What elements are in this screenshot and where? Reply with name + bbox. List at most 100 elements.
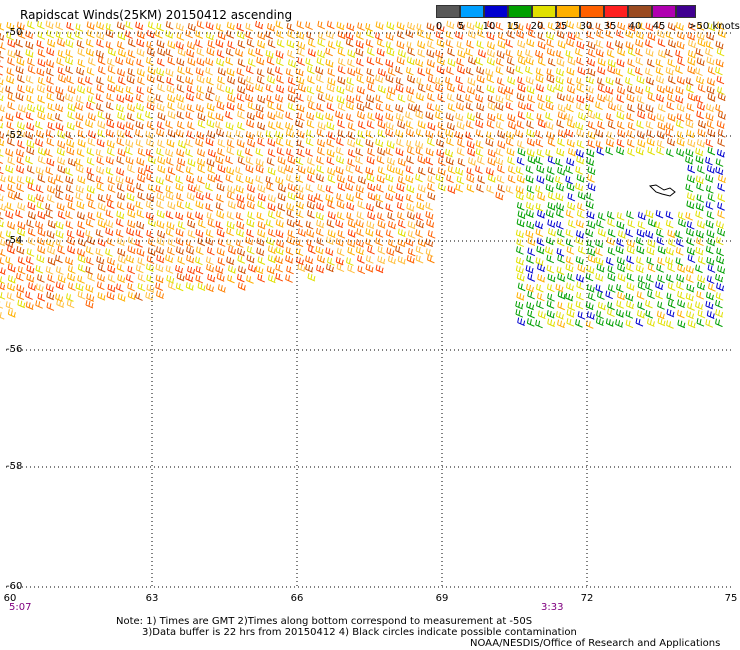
wind-barb xyxy=(46,185,55,194)
wind-barb xyxy=(16,284,25,293)
wind-barb xyxy=(547,293,555,302)
wind-barb xyxy=(37,20,45,30)
wind-barb xyxy=(26,122,35,131)
wind-barb xyxy=(106,139,115,149)
wind-barb xyxy=(596,77,605,86)
wind-barb xyxy=(637,301,645,311)
wind-barb xyxy=(177,157,186,167)
wind-barb xyxy=(36,84,45,94)
wind-barb xyxy=(415,128,424,138)
wind-barb xyxy=(576,22,585,31)
wind-barb xyxy=(546,300,555,309)
wind-barb xyxy=(396,40,405,50)
wind-barb xyxy=(585,93,594,103)
wind-barb xyxy=(246,75,254,85)
wind-barb xyxy=(57,49,66,59)
wind-barb xyxy=(236,93,245,102)
wind-barb xyxy=(697,274,706,284)
wind-barb xyxy=(417,155,426,165)
wind-barb xyxy=(615,319,624,328)
wind-barb xyxy=(537,20,546,30)
wind-barb xyxy=(447,103,456,112)
wind-barb xyxy=(207,246,215,256)
wind-barb xyxy=(75,164,84,174)
wind-barb xyxy=(477,29,485,39)
wind-barb xyxy=(86,236,95,246)
wind-barb xyxy=(347,49,356,58)
wind-barb xyxy=(425,202,434,211)
wind-barb xyxy=(455,75,464,85)
wind-barb xyxy=(26,139,35,149)
wind-barb xyxy=(227,185,236,194)
wind-barb xyxy=(237,58,246,68)
lon-label-66: 66 xyxy=(290,593,304,604)
wind-barb xyxy=(526,111,534,121)
wind-barb xyxy=(616,300,624,309)
wind-barb xyxy=(385,112,394,122)
wind-barb xyxy=(226,102,235,111)
lon-label-69: 69 xyxy=(435,593,449,604)
wind-barb xyxy=(175,129,184,138)
wind-barb xyxy=(127,209,136,219)
wind-barb xyxy=(347,175,356,184)
wind-barb xyxy=(635,56,644,66)
wind-barb xyxy=(527,237,536,247)
wind-barb xyxy=(656,93,664,103)
wind-barb xyxy=(555,192,564,202)
wind-barb xyxy=(336,155,345,165)
wind-barb xyxy=(716,21,725,31)
wind-barb xyxy=(345,193,354,202)
wind-barb xyxy=(115,56,124,66)
wind-barb xyxy=(267,75,276,85)
wind-barb xyxy=(107,65,116,75)
wind-barb xyxy=(215,265,224,274)
wind-barb xyxy=(545,95,554,104)
wind-barb xyxy=(387,184,396,194)
wind-barb xyxy=(525,201,534,211)
wind-barb xyxy=(495,121,504,130)
wind-barb xyxy=(46,85,55,94)
wind-barb xyxy=(215,39,224,48)
wind-barb xyxy=(305,148,314,157)
wind-barb xyxy=(267,121,276,130)
wind-barb xyxy=(447,47,455,57)
wind-barb xyxy=(717,86,725,95)
wind-barb xyxy=(705,156,713,166)
wind-barb xyxy=(225,155,233,165)
wind-barb xyxy=(297,148,305,158)
wind-barb xyxy=(217,238,226,247)
wind-barb xyxy=(5,85,13,95)
wind-barb xyxy=(47,246,56,255)
wind-barb xyxy=(415,147,424,156)
wind-barb xyxy=(685,148,694,158)
wind-barb xyxy=(85,218,94,228)
wind-barb xyxy=(25,40,34,50)
wind-barb xyxy=(137,282,146,292)
wind-barb xyxy=(435,49,444,59)
wind-barb xyxy=(426,83,434,93)
wind-barb xyxy=(195,104,204,113)
wind-barb xyxy=(105,112,114,122)
wind-barb xyxy=(527,247,536,257)
wind-barb xyxy=(427,93,435,102)
wind-barb xyxy=(486,84,495,94)
wind-barb xyxy=(417,40,426,49)
wind-barb xyxy=(85,246,94,255)
wind-barb xyxy=(205,137,214,147)
wind-barb xyxy=(55,122,64,131)
wind-barb xyxy=(575,236,584,246)
wind-barb xyxy=(675,95,684,104)
wind-barb xyxy=(205,182,213,192)
wind-barb xyxy=(126,184,135,193)
wind-barb xyxy=(47,257,56,266)
wind-barb xyxy=(236,23,245,32)
wind-barb xyxy=(257,31,266,41)
wind-barb xyxy=(715,299,723,309)
wind-barb xyxy=(615,77,624,86)
wind-barb xyxy=(415,110,424,120)
wind-barb xyxy=(215,23,224,32)
wind-barb xyxy=(35,184,44,194)
wind-barb xyxy=(46,157,55,167)
wind-barb xyxy=(685,183,694,193)
wind-barb xyxy=(55,191,63,200)
